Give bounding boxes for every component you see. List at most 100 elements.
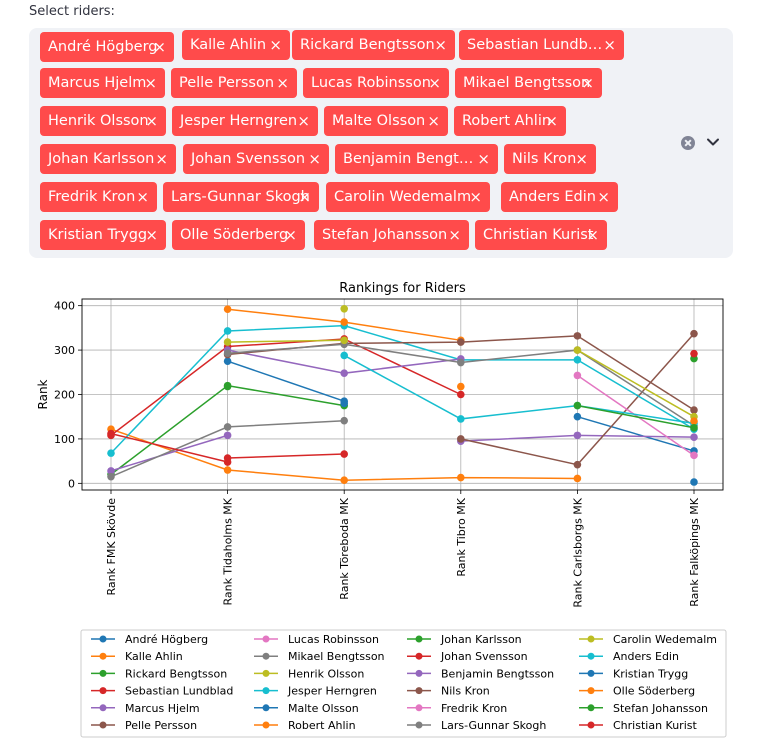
data-point (457, 435, 465, 443)
legend-entry: Stefan Johansson (613, 702, 708, 715)
data-point (340, 304, 349, 313)
legend-entry: Pelle Persson (125, 719, 197, 732)
data-point (223, 382, 232, 391)
remove-rider-icon[interactable]: × (427, 112, 440, 130)
remove-rider-icon[interactable]: × (477, 150, 490, 168)
remove-rider-icon[interactable]: × (269, 36, 282, 54)
remove-rider-icon[interactable]: × (308, 150, 321, 168)
rider-chip: Johan Karlsson × (40, 144, 176, 174)
rider-chip: Olle Söderberg × (172, 220, 305, 250)
rider-chip-label: Johan Karlsson (48, 151, 155, 167)
data-point (457, 473, 465, 482)
rider-chip: Pelle Persson × (171, 68, 297, 98)
remove-rider-icon[interactable]: × (153, 38, 166, 56)
legend-entry: Malte Olsson (288, 702, 359, 715)
rider-chip-label: Sebastian Lundb… (467, 37, 603, 53)
remove-rider-icon[interactable]: × (298, 188, 311, 206)
remove-rider-icon[interactable]: × (155, 150, 168, 168)
remove-rider-icon[interactable]: × (145, 226, 158, 244)
data-point (573, 431, 582, 440)
series-line (227, 360, 345, 402)
remove-rider-icon[interactable]: × (586, 226, 599, 244)
rider-chip-label: Kristian Trygg (48, 227, 148, 243)
remove-rider-icon[interactable]: × (297, 112, 310, 130)
data-point (573, 332, 582, 340)
riders-multiselect[interactable]: André Högberg × Kalle Ahlin × Rickard Bengts… (29, 28, 733, 258)
remove-rider-icon[interactable]: × (581, 74, 594, 92)
plot-frame (81, 298, 724, 491)
data-point (457, 382, 465, 391)
data-point (457, 358, 465, 367)
rider-chip-label: Pelle Persson (179, 75, 275, 91)
data-point (340, 336, 349, 345)
rider-chip: Kristian Trygg × (40, 220, 166, 250)
y-tick-label: 0 (68, 477, 75, 490)
data-point (107, 449, 115, 457)
rider-chip: Robert Ahlin × (454, 106, 566, 136)
chevron-down-icon[interactable] (705, 134, 721, 150)
y-tick-label: 400 (54, 300, 75, 313)
remove-rider-icon[interactable]: × (469, 188, 482, 206)
data-point (690, 417, 698, 425)
rider-chip: Kalle Ahlin × (182, 30, 290, 60)
series-line (576, 374, 695, 456)
remove-rider-icon[interactable]: × (284, 226, 297, 244)
remove-rider-icon[interactable]: × (597, 188, 610, 206)
rider-chip-label: Fredrik Kron (48, 189, 136, 205)
data-point (573, 346, 582, 354)
legend-swatch-marker (587, 635, 595, 643)
legend-entry: Benjamin Bengtsson (441, 667, 554, 680)
remove-rider-icon[interactable]: × (144, 74, 157, 92)
data-point (340, 399, 349, 408)
legend-entry: Robert Ahlin (288, 719, 356, 732)
data-point (573, 412, 582, 421)
data-point (223, 338, 232, 346)
legend-swatch-marker (415, 669, 423, 677)
remove-rider-icon[interactable]: × (448, 226, 461, 244)
y-tick-label: 300 (54, 344, 75, 357)
legend-entry: Carolin Wedemalm (613, 633, 717, 646)
legend-swatch-marker (415, 687, 423, 695)
data-point (340, 450, 349, 458)
remove-rider-icon[interactable]: × (575, 150, 588, 168)
chart-title: Rankings for Riders (339, 281, 466, 296)
legend-swatch-marker (587, 687, 595, 695)
data-point (573, 474, 582, 483)
rider-chip-label: Benjamin Bengt… (343, 151, 474, 167)
remove-rider-icon[interactable]: × (434, 36, 447, 54)
data-point (573, 460, 582, 469)
x-tick-label: Rank Töreboda MK (338, 497, 351, 599)
rider-chip: Marcus Hjelm × (40, 68, 165, 98)
rider-chip: Jesper Herngren × (172, 106, 318, 136)
legend-swatch-marker (587, 704, 595, 712)
rider-chip: Rickard Bengtsson × (292, 30, 455, 60)
legend-entry: Jesper Herngren (287, 685, 377, 698)
x-tick-label: Rank Tibro MK (455, 497, 468, 576)
series-line (110, 434, 228, 472)
remove-rider-icon[interactable]: × (276, 74, 289, 92)
legend-entry: Sebastian Lundblad (125, 685, 233, 698)
legend-swatch-marker (262, 687, 270, 695)
series-line (110, 324, 695, 454)
legend-entry: Christian Kurist (613, 719, 697, 732)
data-point (690, 329, 698, 338)
legend-swatch-marker (99, 721, 107, 729)
remove-rider-icon[interactable]: × (603, 36, 616, 54)
data-point (690, 349, 698, 358)
rider-chip-label: Anders Edin (509, 189, 596, 205)
remove-rider-icon[interactable]: × (545, 112, 558, 130)
data-point (690, 451, 698, 460)
legend-entry: Mikael Bengtsson (288, 650, 385, 663)
legend-entry: Olle Söderberg (613, 685, 695, 698)
series-line (577, 415, 695, 452)
remove-rider-icon[interactable]: × (145, 112, 158, 130)
data-point (107, 429, 115, 438)
legend-swatch-marker (415, 635, 423, 643)
legend-swatch-marker (99, 652, 107, 660)
rider-chip-label: Carolin Wedemalm (334, 189, 472, 205)
data-point (223, 466, 232, 474)
legend-entry: Kristian Trygg (613, 667, 688, 680)
remove-rider-icon[interactable]: × (136, 188, 149, 206)
remove-rider-icon[interactable]: × (428, 74, 441, 92)
clear-circle-icon[interactable] (681, 136, 695, 150)
